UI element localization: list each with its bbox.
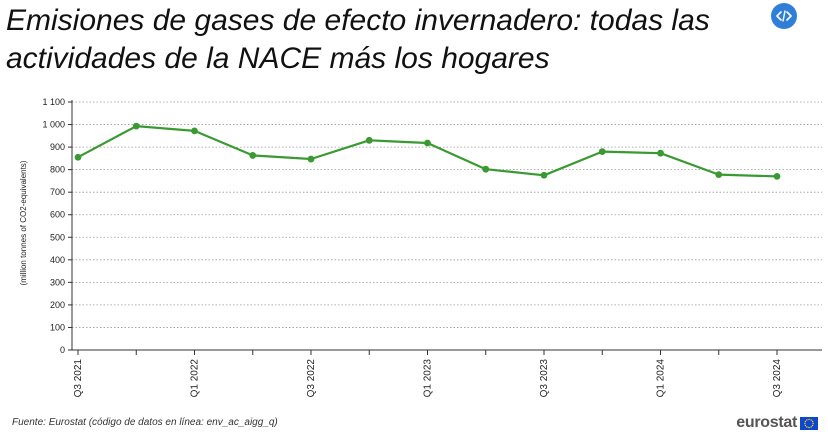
data-point[interactable] <box>249 152 257 159</box>
data-point[interactable] <box>540 171 548 179</box>
y-tick-label: 900 <box>50 142 65 152</box>
y-axis-ticks: 0 100 200 300 400 500 600 700 800 900 1 000 1 100 <box>42 97 72 355</box>
x-tick-label: Q3 2023 <box>539 359 550 398</box>
eurostat-wordmark: eurostat <box>736 414 797 431</box>
y-tick-label: 500 <box>50 232 65 242</box>
gridlines <box>72 101 822 328</box>
eu-flag-icon <box>800 416 818 430</box>
y-tick-label: 200 <box>50 300 65 310</box>
x-tick-label: Q3 2024 <box>772 359 783 398</box>
data-point[interactable] <box>132 122 140 130</box>
eurostat-logo[interactable]: eurostat <box>736 414 818 432</box>
x-tick-label: Q1 2022 <box>190 359 201 398</box>
x-tick-label: Q1 2024 <box>656 359 667 398</box>
data-point[interactable] <box>657 149 664 157</box>
y-tick-label: 1 000 <box>42 120 65 130</box>
data-point[interactable] <box>424 139 431 147</box>
chart-title: Emisiones de gases de efecto invernadero… <box>6 4 710 75</box>
x-axis-ticks: Q3 2021 Q1 2022 Q3 2022 Q1 2023 Q3 2023 Q1 20… <box>73 350 783 397</box>
x-tick-label: Q3 2022 <box>306 359 317 398</box>
y-axis-label: (million tonnes of CO2-equivalents) <box>19 160 28 285</box>
data-point[interactable] <box>191 127 198 135</box>
y-tick-label: 800 <box>50 165 65 175</box>
axes <box>71 100 822 351</box>
y-tick-label: 300 <box>50 277 65 287</box>
data-point[interactable] <box>715 171 723 178</box>
series-layer <box>74 122 781 180</box>
data-point[interactable] <box>598 148 606 156</box>
x-tick-label: Q3 2021 <box>73 359 84 398</box>
x-tick-label: Q1 2023 <box>423 359 434 398</box>
y-tick-label: 700 <box>50 187 65 197</box>
data-point[interactable] <box>74 153 82 161</box>
embed-code-button[interactable] <box>771 3 797 29</box>
y-tick-label: 1 100 <box>42 97 65 107</box>
series-line <box>77 124 778 178</box>
y-tick-label: 100 <box>50 322 65 332</box>
y-tick-label: 0 <box>60 345 65 355</box>
data-point[interactable] <box>365 136 373 144</box>
source-note: Fuente: Eurostat (código de datos en lín… <box>12 417 278 428</box>
data-point[interactable] <box>773 173 781 180</box>
code-embed-icon <box>776 10 792 22</box>
data-point[interactable] <box>307 155 315 163</box>
data-point[interactable] <box>482 165 490 173</box>
y-tick-label: 600 <box>50 210 65 220</box>
y-tick-label: 400 <box>50 255 65 265</box>
